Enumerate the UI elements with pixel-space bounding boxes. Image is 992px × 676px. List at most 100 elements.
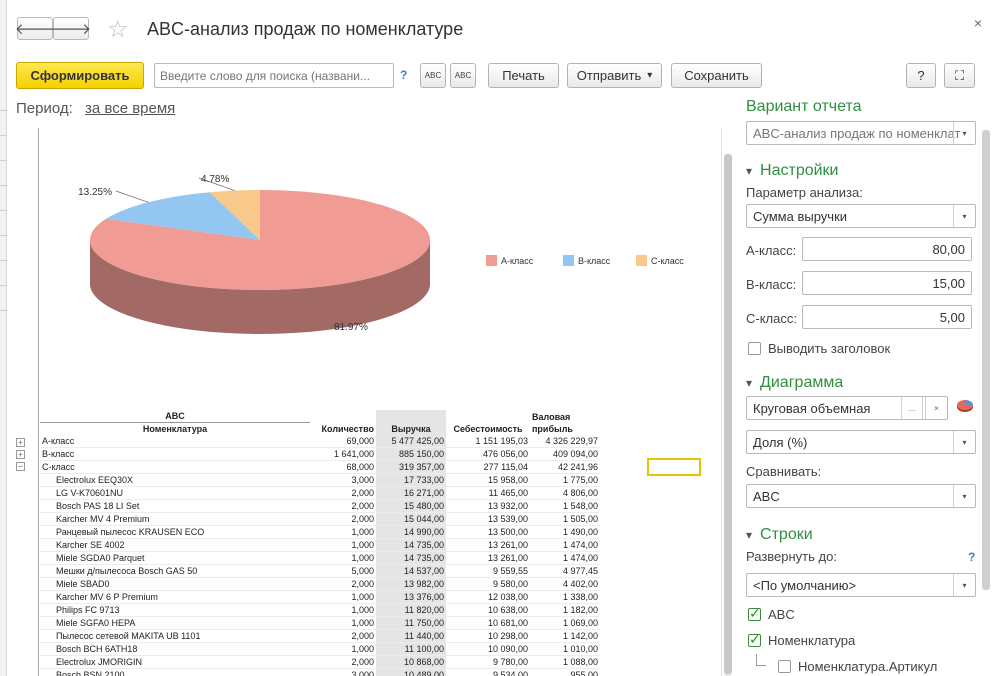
a-class-label: A-класс: [746, 243, 797, 258]
settings-section[interactable]: ▾ Настройки [746, 162, 838, 180]
period-label: Период: [16, 100, 73, 117]
cell-revenue: 17 733,00 [376, 473, 446, 487]
show-header-checkbox[interactable] [748, 342, 761, 355]
cell-revenue: 15 480,00 [376, 499, 446, 513]
cell-name: Philips FC 9713 [40, 603, 310, 617]
table-row[interactable]: Miele SGDA0 Parquet 1,000 14 735,00 13 261,… [40, 551, 600, 565]
table-row[interactable]: Miele SBAD0 2,000 13 982,00 9 580,00 4 402,0… [40, 577, 600, 591]
cell-profit: 1 505,00 [530, 512, 600, 526]
save-button[interactable]: Сохранить [671, 63, 762, 88]
table-row[interactable]: Karcher MV 4 Premium 2,000 15 044,00 13 539… [40, 512, 600, 526]
cell-qty: 2,000 [310, 629, 376, 643]
cell-cost: 13 500,00 [446, 525, 530, 539]
pie-chart-icon[interactable] [956, 399, 974, 413]
cell-profit: 1 010,00 [530, 642, 600, 656]
fullscreen-icon: ⛶ [954, 67, 965, 83]
a-class-input[interactable]: 80,00 [802, 237, 972, 261]
search-help-icon[interactable]: ? [400, 68, 408, 82]
variant-title: Вариант отчета [746, 98, 862, 115]
cell-qty: 2,000 [310, 655, 376, 669]
expand-toggle-icon[interactable]: + [16, 450, 25, 459]
period-link[interactable]: за все время [85, 100, 176, 117]
table-row[interactable]: Пылесос сетевой MAKITA UB 1101 2,000 11 44… [40, 629, 600, 643]
abc-search-icon[interactable]: ABC [420, 63, 446, 88]
rows-section[interactable]: ▾ Строки [746, 526, 813, 544]
cell-revenue: 14 735,00 [376, 551, 446, 565]
table-row[interactable]: Karcher MV 6 P Premium 1,000 13 376,00 12 0… [40, 590, 600, 604]
close-icon[interactable]: × [973, 15, 982, 31]
cell-cost: 9 534,00 [446, 668, 530, 676]
row-article-label: Номенклатура.Артикул [798, 659, 938, 674]
table-row[interactable]: Bosch PAS 18 LI Set 2,000 15 480,00 13 932,… [40, 499, 600, 513]
panel-scrollbar[interactable] [982, 100, 990, 676]
pie-chart: 81.97% 13.25% 4.78% A-класс B-класс C-класс [78, 174, 684, 334]
favorite-star-icon[interactable]: ☆ [107, 16, 129, 43]
expand-toggle-icon[interactable]: + [16, 438, 25, 447]
table-row[interactable]: Philips FC 9713 1,000 11 820,00 10 638,00 1 … [40, 603, 600, 617]
cell-revenue: 11 750,00 [376, 616, 446, 630]
param-select[interactable]: Сумма выручки ▾ [746, 204, 976, 228]
help-button[interactable]: ? [906, 63, 936, 88]
cell-qty: 2,000 [310, 486, 376, 500]
cell-revenue: 14 990,00 [376, 525, 446, 539]
generate-button[interactable]: Сформировать [16, 62, 144, 89]
cell-revenue: 14 537,00 [376, 564, 446, 578]
diagram-section[interactable]: ▾ Диаграмма [746, 374, 843, 392]
cell-name: Bosch BSN 2100 [40, 668, 310, 676]
table-row[interactable]: Electrolux JMORIGIN 2,000 10 868,00 9 780,0… [40, 655, 600, 669]
print-button[interactable]: Печать [488, 63, 559, 88]
table-row[interactable]: Bosch BCH 6ATH18 1,000 11 100,00 10 090,00 1… [40, 642, 600, 656]
table-row[interactable]: Bosch BSN 2100 3,000 10 489,00 9 534,00 955,… [40, 668, 600, 676]
cell-cost: 9 559,55 [446, 564, 530, 578]
back-button[interactable]: 🡐 [15, 17, 55, 40]
param-label: Параметр анализа: [746, 185, 863, 200]
row-nomenclature-label: Номенклатура [768, 633, 856, 648]
expand-toggle-icon[interactable]: − [16, 462, 25, 471]
expand-select[interactable]: <По умолчанию> ▾ [746, 573, 976, 597]
table-row[interactable]: Miele SGFA0 HEPA 1,000 11 750,00 10 681,00 1… [40, 616, 600, 630]
row-nomenclature-checkbox[interactable] [748, 631, 761, 648]
row-article-checkbox[interactable] [778, 660, 791, 673]
share-select[interactable]: Доля (%) ▾ [746, 430, 976, 454]
cell-cost: 277 115,04 [446, 460, 530, 474]
cell-qty: 1,000 [310, 616, 376, 630]
table-row[interactable]: A-класс 69,000 5 477 425,00 1 151 195,03 4 3… [40, 435, 600, 448]
header-profit-top: Валовая [532, 411, 571, 422]
table-row[interactable]: LG V-K70601NU 2,000 16 271,00 11 465,00 4 80… [40, 486, 600, 500]
forward-button[interactable]: 🡒 [51, 17, 91, 40]
send-button[interactable]: Отправить ▾ [567, 63, 662, 88]
param-value: Сумма выручки [753, 208, 848, 224]
cell-name: Electrolux EEQ30X [40, 473, 310, 487]
cell-qty: 1 641,000 [310, 447, 376, 461]
cell-profit: 1 474,00 [530, 538, 600, 552]
variant-select[interactable]: ABC-анализ продаж по номенклат ▾ [746, 121, 976, 145]
b-class-input[interactable]: 15,00 [802, 271, 972, 295]
clear-icon[interactable]: × [925, 397, 947, 419]
cell-name: Electrolux JMORIGIN [40, 655, 310, 669]
select-dots-icon[interactable]: ... [901, 397, 923, 419]
report-scrollbar[interactable] [724, 154, 732, 676]
abc-search-advanced-icon[interactable]: ABC [450, 63, 476, 88]
table-row[interactable]: Ранцевый пылесос KRAUSEN ECO 1,000 14 990,… [40, 525, 600, 539]
b-class-label: B-класс: [746, 277, 797, 292]
cell-revenue: 11 100,00 [376, 642, 446, 656]
legend-swatch-2 [636, 255, 647, 266]
expand-help-icon[interactable]: ? [968, 550, 976, 564]
c-class-input[interactable]: 5,00 [802, 305, 972, 329]
cell-qty: 1,000 [310, 603, 376, 617]
cell-revenue: 14 735,00 [376, 538, 446, 552]
selected-cell[interactable] [647, 458, 701, 476]
title-bar: 🡐 🡒 ☆ ABC-анализ продаж по номенклатуре … [7, 0, 992, 58]
table-row[interactable]: Karcher SE 4002 1,000 14 735,00 13 261,00 1 … [40, 538, 600, 552]
table-row[interactable]: C-класс 68,000 319 357,00 277 115,04 42 241,… [40, 460, 600, 474]
diagram-type-field[interactable]: Круговая объемная ... × [746, 396, 948, 420]
compare-select[interactable]: ABC ▾ [746, 484, 976, 508]
table-row[interactable]: Electrolux EEQ30X 3,000 17 733,00 15 958,00… [40, 473, 600, 487]
row-abc-checkbox[interactable] [748, 605, 761, 622]
table-row[interactable]: Мешки д/пылесоса Bosch GAS 50 5,000 14 537… [40, 564, 600, 578]
cell-cost: 13 932,00 [446, 499, 530, 513]
table-row[interactable]: B-класс 1 641,000 885 150,00 476 056,00 409 … [40, 447, 600, 461]
fullscreen-button[interactable]: ⛶ [944, 63, 975, 88]
cell-revenue: 11 820,00 [376, 603, 446, 617]
search-input[interactable] [154, 63, 394, 88]
